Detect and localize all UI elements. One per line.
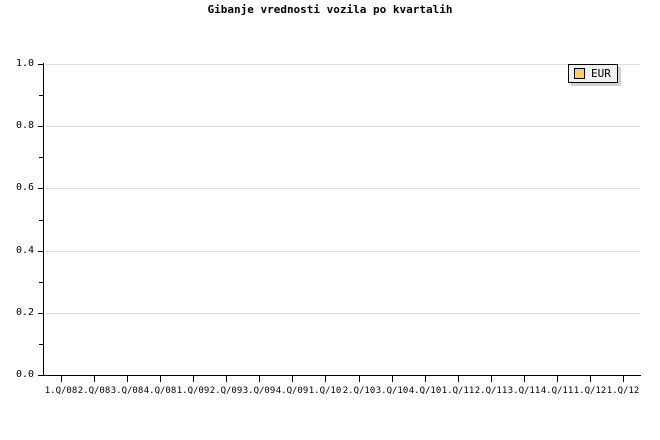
- x-axis-tick: [160, 376, 161, 382]
- x-axis-label: 2.Q/10: [342, 386, 376, 396]
- x-axis-label: 1.Q/12: [573, 386, 607, 396]
- x-axis-label: 1.Q/08: [44, 386, 78, 396]
- x-axis-tick: [61, 376, 62, 382]
- legend-swatch-eur: [574, 68, 585, 79]
- x-axis-tick: [524, 376, 525, 382]
- y-axis-tick: [38, 375, 44, 376]
- y-axis-label: 1.0: [15, 58, 34, 69]
- y-axis-tick: [38, 251, 44, 252]
- x-axis-label: 4.Q/11: [540, 386, 574, 396]
- gridline: [45, 64, 640, 65]
- gridline: [45, 251, 640, 252]
- y-axis-label: 0.0: [15, 369, 34, 380]
- y-axis-tick: [38, 64, 44, 65]
- x-axis-label: 4.Q/09: [275, 386, 309, 396]
- gridline: [45, 188, 640, 189]
- y-axis-label: 0.2: [15, 307, 34, 318]
- chart-title: Gibanje vrednosti vozila po kvartalih: [207, 3, 453, 16]
- y-axis-label: 0.4: [15, 245, 34, 256]
- x-axis-tick: [359, 376, 360, 382]
- x-axis-tick: [623, 376, 624, 382]
- x-axis-tick: [193, 376, 194, 382]
- y-axis-minor-tick: [39, 157, 44, 158]
- x-axis-label: 2.Q/08: [77, 386, 111, 396]
- x-axis-tick: [557, 376, 558, 382]
- x-axis-tick: [458, 376, 459, 382]
- x-axis-label: 1.Q/12: [606, 386, 640, 396]
- x-axis-label: 1.Q/10: [308, 386, 342, 396]
- x-axis-tick: [292, 376, 293, 382]
- y-axis-minor-tick: [39, 220, 44, 221]
- x-axis-label: 1.Q/11: [441, 386, 475, 396]
- y-axis-minor-tick: [39, 344, 44, 345]
- x-axis-label: 3.Q/10: [375, 386, 409, 396]
- gridline: [45, 313, 640, 314]
- x-axis-tick: [392, 376, 393, 382]
- x-axis-label: 4.Q/08: [143, 386, 177, 396]
- x-axis-label: 2.Q/09: [209, 386, 243, 396]
- x-axis-label: 3.Q/08: [110, 386, 144, 396]
- x-axis-tick: [491, 376, 492, 382]
- y-axis-minor-tick: [39, 95, 44, 96]
- plot-area: [44, 64, 640, 375]
- x-axis-label: 1.Q/09: [176, 386, 210, 396]
- x-axis-label: 3.Q/11: [507, 386, 541, 396]
- y-axis-tick: [38, 188, 44, 189]
- y-axis-minor-tick: [39, 282, 44, 283]
- x-axis-tick: [94, 376, 95, 382]
- gridline: [45, 126, 640, 127]
- x-axis-tick: [127, 376, 128, 382]
- x-axis-tick: [425, 376, 426, 382]
- y-axis-label: 0.6: [15, 182, 34, 193]
- x-axis-label: 3.Q/09: [242, 386, 276, 396]
- x-axis-tick: [226, 376, 227, 382]
- y-axis-tick: [38, 313, 44, 314]
- x-axis-label: 4.Q/10: [408, 386, 442, 396]
- legend-label-eur: EUR: [591, 67, 611, 80]
- y-axis-label: 0.8: [15, 120, 34, 131]
- y-axis-line: [43, 63, 44, 376]
- chart-legend[interactable]: EUR: [568, 64, 618, 83]
- x-axis-label: 2.Q/11: [474, 386, 508, 396]
- x-axis-tick: [325, 376, 326, 382]
- x-axis-line: [43, 375, 641, 376]
- x-axis-tick: [259, 376, 260, 382]
- x-axis-tick: [590, 376, 591, 382]
- y-axis-tick: [38, 126, 44, 127]
